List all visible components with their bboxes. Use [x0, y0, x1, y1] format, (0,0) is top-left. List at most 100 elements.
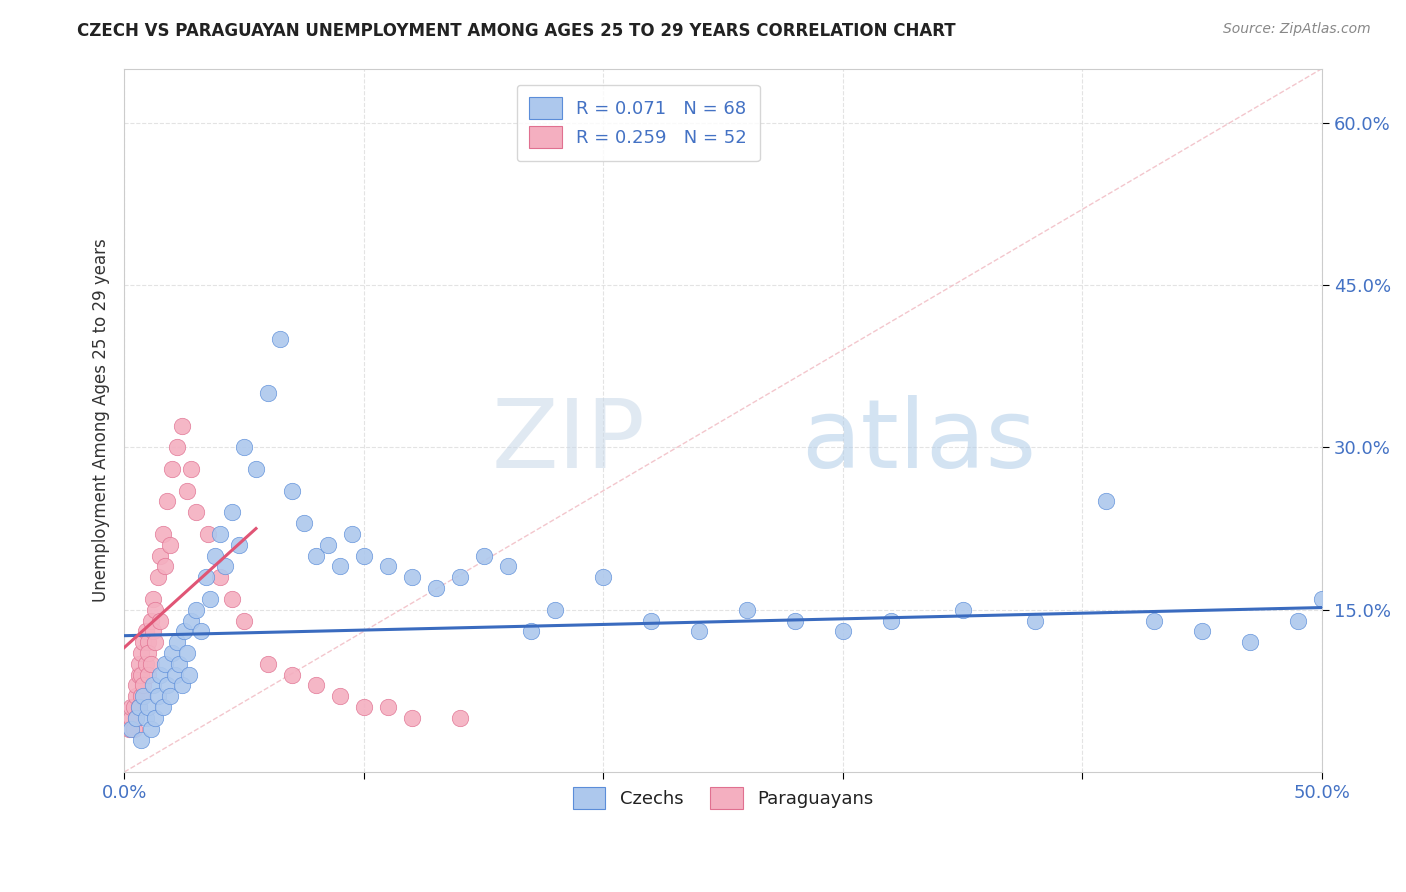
Point — [149, 549, 172, 563]
Point — [449, 570, 471, 584]
Point — [128, 667, 150, 681]
Point — [166, 635, 188, 649]
Point — [176, 646, 198, 660]
Point — [257, 657, 280, 671]
Point — [329, 690, 352, 704]
Point — [472, 549, 495, 563]
Point — [640, 614, 662, 628]
Point — [1095, 494, 1118, 508]
Point — [880, 614, 903, 628]
Point — [149, 667, 172, 681]
Point — [194, 570, 217, 584]
Point — [425, 581, 447, 595]
Point — [173, 624, 195, 639]
Text: Source: ZipAtlas.com: Source: ZipAtlas.com — [1223, 22, 1371, 37]
Point — [146, 570, 169, 584]
Point — [281, 483, 304, 498]
Point — [132, 635, 155, 649]
Point — [221, 505, 243, 519]
Point — [592, 570, 614, 584]
Point — [152, 700, 174, 714]
Point — [153, 559, 176, 574]
Point — [544, 603, 567, 617]
Point — [142, 624, 165, 639]
Point — [176, 483, 198, 498]
Point — [125, 678, 148, 692]
Point — [149, 614, 172, 628]
Point — [1143, 614, 1166, 628]
Point — [170, 678, 193, 692]
Point — [269, 332, 291, 346]
Point — [160, 462, 183, 476]
Point — [163, 667, 186, 681]
Point — [245, 462, 267, 476]
Point — [128, 700, 150, 714]
Point — [152, 527, 174, 541]
Point — [125, 711, 148, 725]
Point — [139, 722, 162, 736]
Point — [136, 635, 159, 649]
Point — [180, 614, 202, 628]
Point — [377, 559, 399, 574]
Point — [520, 624, 543, 639]
Text: CZECH VS PARAGUAYAN UNEMPLOYMENT AMONG AGES 25 TO 29 YEARS CORRELATION CHART: CZECH VS PARAGUAYAN UNEMPLOYMENT AMONG A… — [77, 22, 956, 40]
Point — [142, 678, 165, 692]
Point — [129, 690, 152, 704]
Point — [1024, 614, 1046, 628]
Legend: Czechs, Paraguayans: Czechs, Paraguayans — [565, 780, 880, 816]
Point — [135, 624, 157, 639]
Point — [496, 559, 519, 574]
Point — [135, 657, 157, 671]
Point — [136, 667, 159, 681]
Point — [401, 711, 423, 725]
Point — [122, 722, 145, 736]
Point — [214, 559, 236, 574]
Point — [257, 386, 280, 401]
Point — [180, 462, 202, 476]
Point — [184, 505, 207, 519]
Point — [735, 603, 758, 617]
Point — [340, 527, 363, 541]
Point — [377, 700, 399, 714]
Point — [132, 678, 155, 692]
Point — [190, 624, 212, 639]
Point — [221, 591, 243, 606]
Point — [139, 614, 162, 628]
Point — [353, 700, 375, 714]
Point — [128, 700, 150, 714]
Point — [145, 635, 167, 649]
Point — [1286, 614, 1309, 628]
Point — [184, 603, 207, 617]
Point — [292, 516, 315, 530]
Point — [132, 690, 155, 704]
Text: ZIP: ZIP — [492, 395, 645, 488]
Point — [449, 711, 471, 725]
Point — [135, 711, 157, 725]
Point — [120, 722, 142, 736]
Point — [783, 614, 806, 628]
Point — [305, 549, 328, 563]
Point — [401, 570, 423, 584]
Point — [125, 690, 148, 704]
Point — [688, 624, 710, 639]
Point — [233, 441, 256, 455]
Point — [129, 732, 152, 747]
Text: atlas: atlas — [801, 395, 1036, 488]
Point — [200, 591, 222, 606]
Point — [125, 711, 148, 725]
Point — [139, 657, 162, 671]
Point — [204, 549, 226, 563]
Point — [146, 690, 169, 704]
Point — [832, 624, 855, 639]
Point — [209, 570, 232, 584]
Point — [329, 559, 352, 574]
Point — [142, 591, 165, 606]
Point — [169, 657, 191, 671]
Point — [145, 711, 167, 725]
Point — [145, 603, 167, 617]
Point — [952, 603, 974, 617]
Point — [177, 667, 200, 681]
Point — [1310, 591, 1333, 606]
Point — [166, 441, 188, 455]
Point — [120, 700, 142, 714]
